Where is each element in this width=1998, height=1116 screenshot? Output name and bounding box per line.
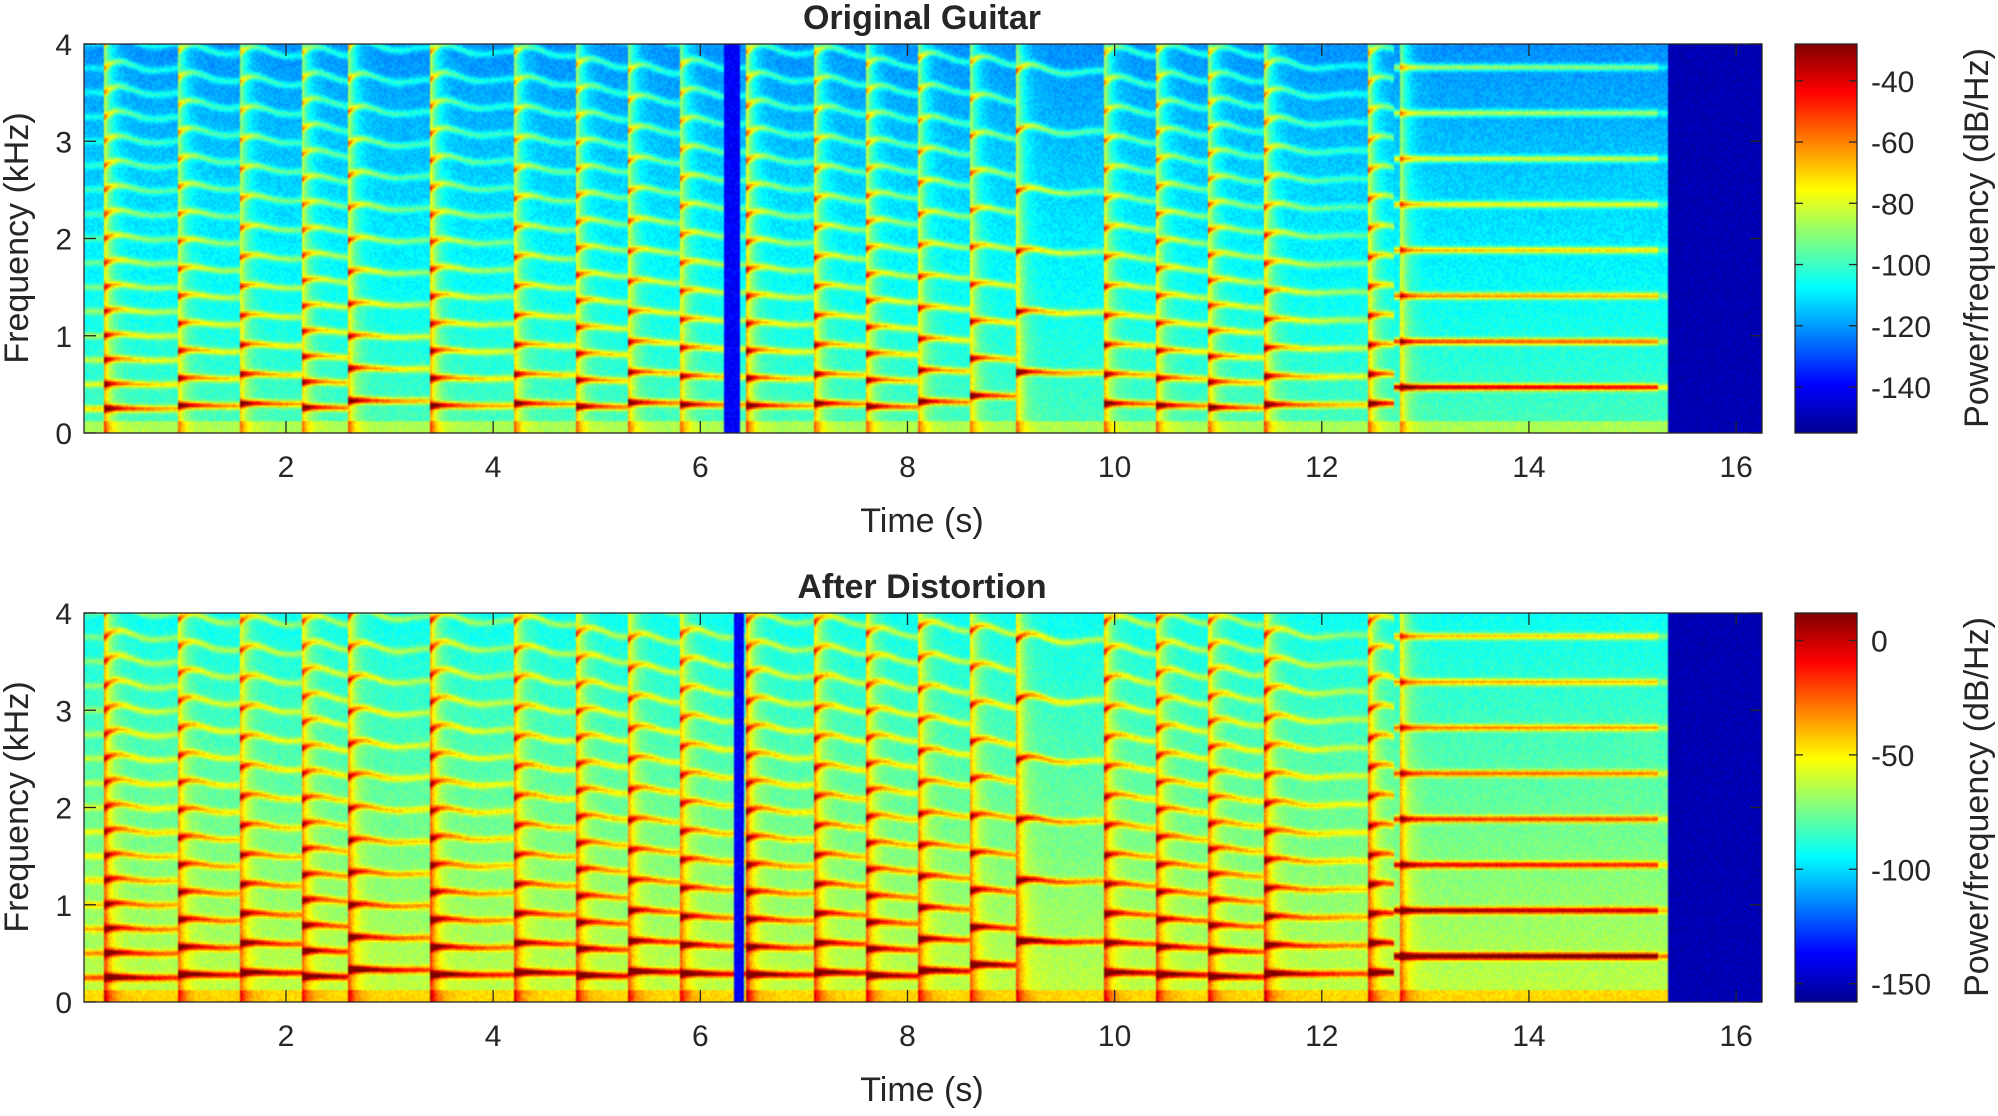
- x-tick-label: 10: [1098, 451, 1131, 484]
- y-axis-label: Frequency (kHz): [0, 681, 36, 932]
- y-tick-label: 0: [55, 418, 72, 451]
- y-tick-label: 3: [55, 126, 72, 159]
- x-tick-label: 8: [899, 451, 916, 484]
- x-tick-label: 16: [1719, 451, 1752, 484]
- x-axis: 2 4 6 8 10 12 14 16: [278, 44, 1753, 484]
- colorbar-ticks: 0 -50 -100 -150: [1795, 625, 1931, 1002]
- x-tick-label: 16: [1719, 1020, 1752, 1053]
- y-tick-label: 4: [55, 29, 72, 62]
- x-tick-label: 14: [1512, 1020, 1545, 1053]
- colorbar-label: Power/frequency (dB/Hz): [1958, 617, 1996, 997]
- y-axis-label: Frequency (kHz): [0, 112, 36, 363]
- spectrogram-heatmap: [84, 44, 1762, 433]
- x-tick-label: 2: [278, 451, 295, 484]
- y-tick-label: 0: [55, 987, 72, 1020]
- spectrogram-heatmap: [84, 613, 1762, 1002]
- colorbar-tick-label: -80: [1871, 188, 1914, 221]
- x-tick-label: 14: [1512, 451, 1545, 484]
- chart-title: After Distortion: [797, 568, 1046, 606]
- colorbar: [1794, 43, 1858, 434]
- x-tick-label: 12: [1305, 1020, 1338, 1053]
- y-tick-label: 4: [55, 598, 72, 631]
- x-tick-label: 6: [692, 451, 709, 484]
- colorbar-ticks: -40 -60 -80 -100 -120 -140: [1795, 66, 1931, 405]
- y-tick-label: 2: [55, 793, 72, 826]
- y-axis: 0 1 2 3 4: [55, 598, 1762, 1020]
- x-tick-label: 4: [485, 451, 502, 484]
- spectrogram-image-container: [84, 44, 1762, 433]
- x-tick-label: 6: [692, 1020, 709, 1053]
- colorbar-tick-label: -100: [1871, 854, 1931, 887]
- x-tick-label: 8: [899, 1020, 916, 1053]
- x-tick-label: 4: [485, 1020, 502, 1053]
- x-tick-label: 12: [1305, 451, 1338, 484]
- colorbar-tick-label: -120: [1871, 311, 1931, 344]
- x-tick-label: 2: [278, 1020, 295, 1053]
- colorbar-tick-label: -60: [1871, 127, 1914, 160]
- colorbar-label: Power/frequency (dB/Hz): [1958, 48, 1996, 428]
- x-axis-label: Time (s): [860, 1071, 983, 1109]
- y-tick-label: 3: [55, 695, 72, 728]
- chart-title: Original Guitar: [803, 0, 1041, 37]
- colorbar: [1794, 612, 1858, 1003]
- x-axis-label: Time (s): [860, 502, 983, 540]
- colorbar-tick-label: 0: [1871, 625, 1888, 658]
- y-tick-label: 2: [55, 224, 72, 257]
- y-tick-label: 1: [55, 321, 72, 354]
- x-tick-label: 10: [1098, 1020, 1131, 1053]
- y-tick-label: 1: [55, 890, 72, 923]
- y-axis: 0 1 2 3 4: [55, 29, 1762, 451]
- colorbar-tick-label: -140: [1871, 372, 1931, 405]
- colorbar-tick-label: -50: [1871, 740, 1914, 773]
- spectrogram-image-container: [84, 613, 1762, 1002]
- x-axis: 2 4 6 8 10 12 14 16: [278, 613, 1753, 1053]
- colorbar-tick-label: -40: [1871, 66, 1914, 99]
- colorbar-tick-label: -150: [1871, 969, 1931, 1002]
- colorbar-tick-label: -100: [1871, 250, 1931, 283]
